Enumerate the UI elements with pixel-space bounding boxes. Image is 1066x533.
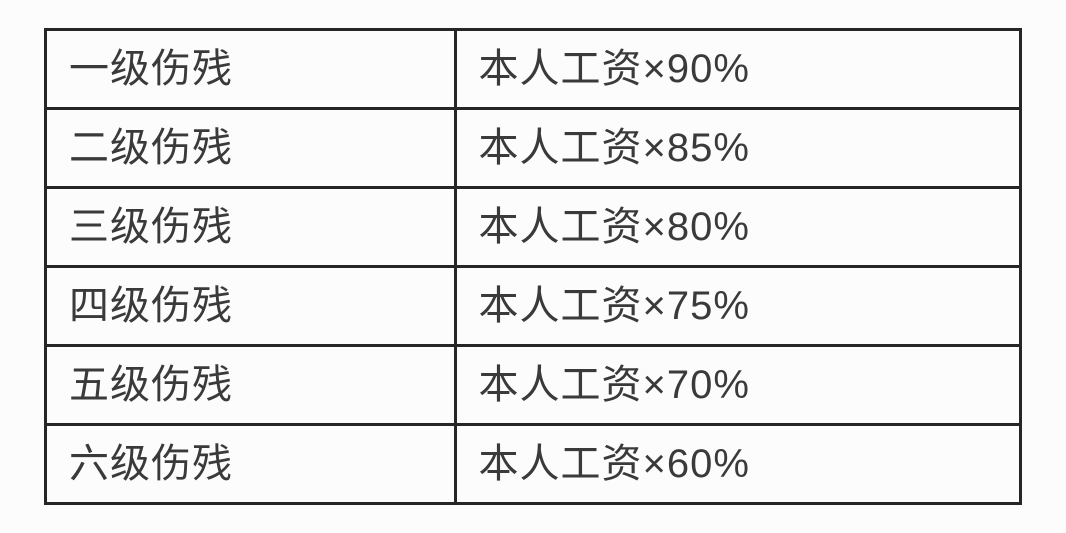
cell-level: 一级伤残: [46, 30, 456, 109]
cell-formula: 本人工资×60%: [455, 425, 1021, 504]
table-row: 三级伤残 本人工资×80%: [46, 188, 1021, 267]
disability-pay-table: 一级伤残 本人工资×90% 二级伤残 本人工资×85% 三级伤残 本人工资×80…: [44, 28, 1022, 505]
table-row: 二级伤残 本人工资×85%: [46, 109, 1021, 188]
cell-level: 五级伤残: [46, 346, 456, 425]
table-row: 四级伤残 本人工资×75%: [46, 267, 1021, 346]
table-row: 一级伤残 本人工资×90%: [46, 30, 1021, 109]
cell-formula: 本人工资×90%: [455, 30, 1021, 109]
cell-level: 四级伤残: [46, 267, 456, 346]
cell-formula: 本人工资×80%: [455, 188, 1021, 267]
cell-level: 二级伤残: [46, 109, 456, 188]
cell-level: 六级伤残: [46, 425, 456, 504]
cell-formula: 本人工资×70%: [455, 346, 1021, 425]
cell-level: 三级伤残: [46, 188, 456, 267]
table-container: 一级伤残 本人工资×90% 二级伤残 本人工资×85% 三级伤残 本人工资×80…: [0, 0, 1066, 533]
table-row: 六级伤残 本人工资×60%: [46, 425, 1021, 504]
cell-formula: 本人工资×85%: [455, 109, 1021, 188]
cell-formula: 本人工资×75%: [455, 267, 1021, 346]
table-row: 五级伤残 本人工资×70%: [46, 346, 1021, 425]
